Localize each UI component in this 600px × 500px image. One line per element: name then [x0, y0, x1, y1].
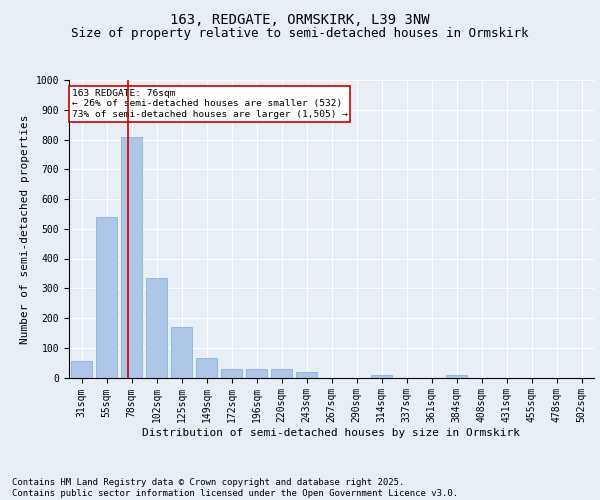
Bar — [446, 374, 467, 378]
Text: 163, REDGATE, ORMSKIRK, L39 3NW: 163, REDGATE, ORMSKIRK, L39 3NW — [170, 12, 430, 26]
Text: Contains HM Land Registry data © Crown copyright and database right 2025.
Contai: Contains HM Land Registry data © Crown c… — [12, 478, 458, 498]
Bar — [171, 327, 192, 378]
Bar — [121, 136, 142, 378]
Bar — [196, 358, 217, 378]
X-axis label: Distribution of semi-detached houses by size in Ormskirk: Distribution of semi-detached houses by … — [143, 428, 521, 438]
Bar — [96, 217, 117, 378]
Bar — [146, 278, 167, 378]
Bar — [296, 372, 317, 378]
Y-axis label: Number of semi-detached properties: Number of semi-detached properties — [20, 114, 30, 344]
Bar — [271, 370, 292, 378]
Bar — [246, 370, 267, 378]
Bar — [71, 361, 92, 378]
Bar — [221, 368, 242, 378]
Text: 163 REDGATE: 76sqm
← 26% of semi-detached houses are smaller (532)
73% of semi-d: 163 REDGATE: 76sqm ← 26% of semi-detache… — [71, 89, 347, 118]
Text: Size of property relative to semi-detached houses in Ormskirk: Size of property relative to semi-detach… — [71, 28, 529, 40]
Bar — [371, 374, 392, 378]
